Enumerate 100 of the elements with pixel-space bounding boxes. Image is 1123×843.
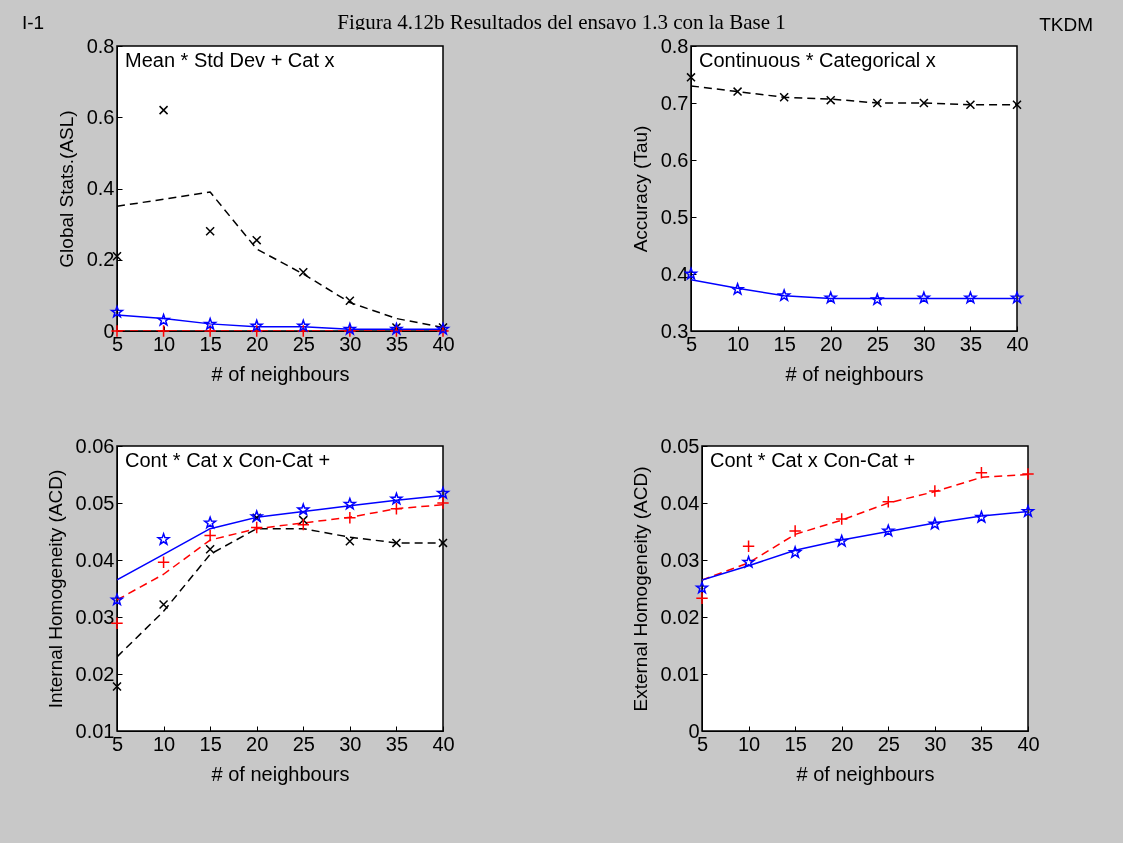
point (203, 529, 217, 542)
y-axis-title: External Homogeneity (ACD) (629, 466, 651, 712)
point (872, 98, 883, 108)
point (436, 486, 450, 499)
point (250, 521, 264, 534)
point (742, 539, 756, 553)
annotation: Cont * Cat x Con-Cat + (125, 449, 331, 471)
y-tick-label: 0.6 (86, 105, 115, 128)
point (777, 289, 791, 302)
x-tick-label: 25 (877, 732, 900, 755)
y-tick-label: 0.5 (660, 205, 689, 228)
point (389, 502, 403, 516)
point (110, 305, 124, 318)
y-tick-label: 0.03 (660, 548, 700, 571)
x-tick-label: 40 (432, 332, 455, 355)
point (438, 538, 448, 548)
text: I-1 (22, 12, 45, 34)
point (732, 86, 743, 97)
point (298, 515, 309, 525)
y-tick-label: 0.02 (75, 662, 115, 685)
y-tick-label: 0.04 (660, 491, 700, 514)
y-axis-title: Internal Homogeneity (ACD) (44, 469, 66, 709)
x-tick-label: 40 (1006, 332, 1029, 355)
x-axis-title: # of neighbours (211, 362, 350, 385)
point (157, 555, 171, 569)
x-tick-label: 40 (1017, 732, 1040, 755)
x-tick-label: 25 (866, 332, 889, 355)
x-tick-label: 35 (959, 332, 983, 355)
point (825, 95, 836, 105)
point (695, 591, 709, 605)
point (788, 524, 802, 538)
point (390, 492, 403, 505)
y-tick-label: 0.6 (660, 148, 689, 171)
annotation: Cont * Cat x Con-Cat + (710, 449, 916, 471)
y-tick-label: 0.4 (86, 177, 115, 199)
x-tick-label: 10 (152, 332, 176, 355)
point (975, 510, 988, 523)
y-tick-label: 0.02 (660, 605, 700, 628)
y-tick-label: 0.04 (75, 548, 115, 571)
point (343, 511, 357, 525)
y-tick-label: 0.2 (86, 248, 115, 271)
annotation: Continuous * Categorical x (699, 49, 936, 71)
x-tick-label: 30 (913, 332, 936, 355)
x-tick-label: 25 (292, 732, 315, 755)
point (731, 282, 744, 295)
y-tick-label: 0.05 (75, 491, 115, 514)
point (686, 72, 696, 83)
point (974, 466, 988, 480)
x-tick-label: 15 (199, 732, 222, 755)
x-tick-label: 10 (152, 732, 176, 755)
y-tick-label: 0.03 (75, 605, 115, 628)
point (205, 544, 215, 554)
x-tick-label: 30 (924, 732, 947, 755)
point (345, 295, 355, 306)
y-tick-label: 0.06 (75, 434, 115, 457)
x-tick-label: 40 (432, 732, 455, 755)
y-tick-label: 0.4 (660, 262, 689, 285)
x-axis-title: # of neighbours (211, 762, 350, 785)
point (391, 538, 402, 548)
y-axis-title: Accuracy (Tau) (629, 125, 651, 253)
point (203, 324, 217, 338)
point (112, 681, 122, 692)
point (965, 99, 976, 110)
point (203, 317, 217, 330)
y-tick-label: 0.7 (660, 91, 689, 114)
point (157, 313, 170, 326)
point (928, 484, 942, 498)
point (296, 518, 310, 532)
point (158, 599, 169, 610)
x-tick-label: 15 (199, 332, 222, 355)
point (964, 291, 977, 304)
y-tick-label: 0.8 (660, 34, 689, 57)
x-tick-label: 20 (831, 732, 854, 755)
point (835, 512, 849, 526)
y-tick-label: 0.05 (660, 434, 700, 457)
x-tick-label: 30 (339, 732, 362, 755)
x-axis-title: # of neighbours (796, 762, 935, 785)
text: TKDM (1039, 14, 1093, 36)
x-tick-label: 10 (737, 732, 761, 755)
point (742, 555, 755, 568)
point (345, 536, 355, 546)
point (296, 324, 310, 338)
point (436, 496, 450, 510)
point (779, 92, 789, 103)
point (917, 291, 931, 304)
x-tick-label: 35 (385, 732, 409, 755)
point (1021, 505, 1035, 517)
point (205, 226, 215, 236)
point (1012, 99, 1022, 110)
point (203, 516, 217, 529)
y-axis-title: Global Stats.(ASL) (55, 110, 77, 268)
point (1021, 467, 1035, 481)
x-tick-label: 35 (385, 332, 409, 355)
point (835, 534, 848, 547)
x-axis-title: # of neighbours (785, 362, 924, 385)
x-tick-label: 30 (339, 332, 362, 355)
point (158, 105, 169, 115)
x-tick-label: 20 (246, 332, 269, 355)
x-tick-label: 20 (246, 732, 269, 755)
point (788, 546, 802, 558)
